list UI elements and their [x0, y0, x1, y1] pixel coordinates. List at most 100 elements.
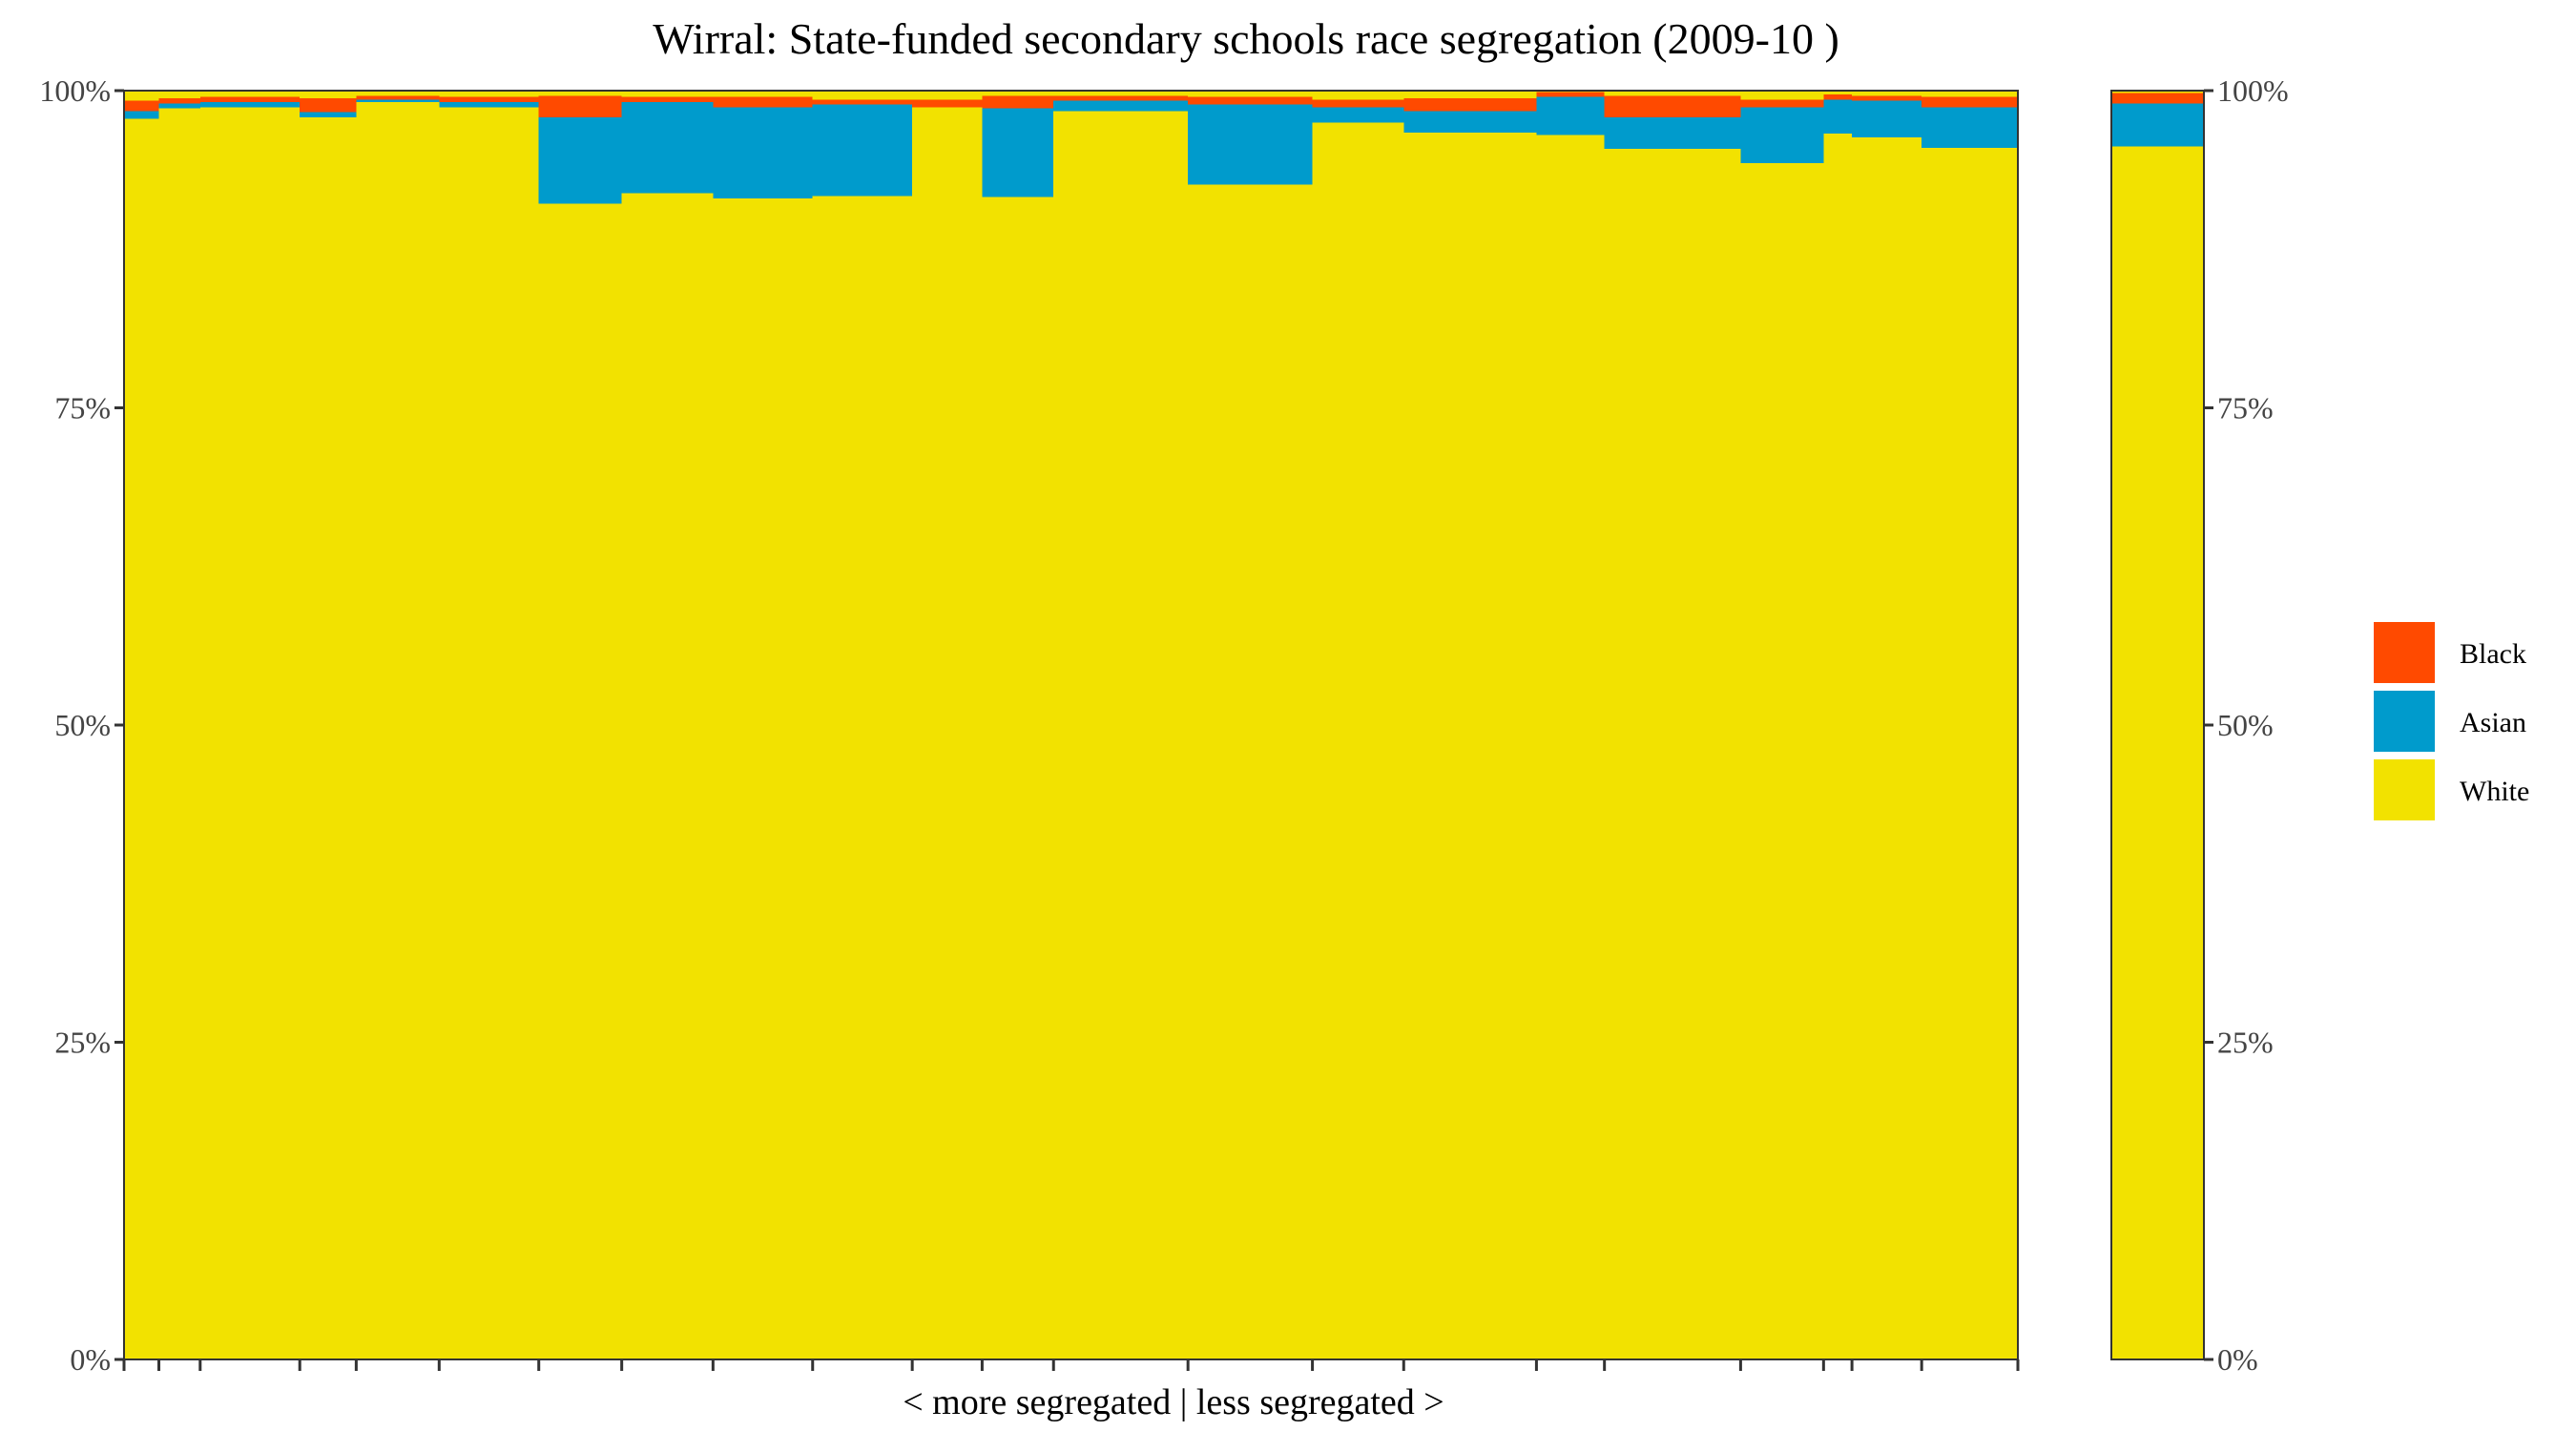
bar-segment-white-5	[439, 107, 540, 1359]
bar-segment-white-8	[713, 198, 814, 1359]
bar-segment-white-20	[1852, 137, 1922, 1360]
bar-segment-asian-1	[158, 103, 201, 109]
bar-segment-other-overall	[2111, 91, 2204, 93]
bar-segment-other-3	[300, 91, 357, 98]
bar-segment-asian-8	[713, 107, 814, 199]
bar-segment-asian-overall	[2111, 103, 2204, 147]
bar-segment-asian-3	[300, 112, 357, 117]
bar-segment-other-21	[1922, 91, 2019, 97]
bar-segment-asian-5	[439, 101, 540, 108]
bar-segment-black-16	[1536, 92, 1606, 97]
x-axis-label: < more segregated | less segregated >	[903, 1382, 1444, 1422]
bar-segment-black-3	[300, 97, 357, 113]
bar-segment-black-5	[439, 96, 540, 102]
bar-segment-other-20	[1852, 91, 1922, 96]
bar-segment-other-7	[621, 91, 714, 97]
bar-segment-asian-6	[538, 116, 623, 204]
bar-segment-asian-11	[982, 108, 1054, 197]
y-tick-label-left: 50%	[54, 708, 111, 742]
bar-segment-asian-4	[356, 99, 440, 102]
bar-segment-other-13	[1188, 91, 1314, 97]
bar-segment-asian-12	[1053, 100, 1189, 112]
bar-segment-black-4	[356, 95, 440, 100]
y-tick-label-right: 50%	[2217, 708, 2274, 742]
bar-segment-black-10	[912, 99, 983, 108]
bar-segment-other-0	[124, 91, 160, 101]
bar-segment-white-7	[621, 193, 714, 1360]
bar-segment-asian-0	[124, 111, 160, 119]
chart-title: Wirral: State-funded secondary schools r…	[653, 14, 1839, 63]
bar-segment-white-1	[158, 108, 201, 1360]
y-tick-label-right: 75%	[2217, 391, 2274, 425]
bar-segment-white-12	[1053, 111, 1189, 1359]
bar-segment-other-14	[1312, 91, 1404, 100]
bar-segment-black-7	[621, 96, 714, 102]
bar-segment-black-6	[538, 95, 623, 117]
y-axis-right: 0% 25% 50% 75% 100%	[2217, 73, 2289, 1377]
bar-segment-white-14	[1312, 122, 1404, 1359]
bar-segment-other-4	[356, 91, 440, 96]
bar-segment-black-21	[1922, 96, 2019, 108]
y-tick-label-right: 100%	[2217, 73, 2289, 108]
y-axis-left: 0% 25% 50% 75% 100%	[39, 73, 111, 1377]
bar-segment-asian-14	[1312, 107, 1404, 123]
bar-segment-black-19	[1823, 93, 1853, 100]
y-tick-label-left: 100%	[39, 73, 111, 108]
bar-segment-other-1	[158, 91, 201, 98]
bar-segment-black-12	[1053, 95, 1189, 101]
bar-segment-white-16	[1536, 135, 1606, 1359]
bar-segment-black-15	[1403, 97, 1537, 112]
bar-segment-black-17	[1604, 95, 1741, 117]
bar-segment-white-19	[1823, 134, 1853, 1360]
legend-swatch-white	[2374, 759, 2435, 820]
bar-segment-asian-17	[1604, 116, 1741, 150]
legend-label-black: Black	[2460, 638, 2526, 670]
bar-segment-asian-13	[1188, 104, 1314, 185]
bar-segment-white-3	[300, 116, 357, 1359]
bar-segment-asian-16	[1536, 96, 1606, 135]
bar-segment-white-10	[912, 107, 983, 1359]
bar-segment-asian-19	[1823, 99, 1853, 135]
y-tick-label-right: 0%	[2217, 1342, 2258, 1377]
bar-segment-other-11	[982, 91, 1054, 96]
legend-label-asian: Asian	[2460, 707, 2526, 738]
bar-segment-asian-7	[621, 101, 714, 194]
bar-segment-white-2	[199, 107, 301, 1359]
legend-label-white: White	[2460, 776, 2529, 807]
bar-segment-other-5	[439, 91, 540, 97]
bar-segment-other-18	[1740, 91, 1824, 100]
bar-segment-white-overall	[2111, 146, 2204, 1359]
bar-segment-other-10	[912, 91, 983, 100]
legend-swatch-asian	[2374, 691, 2435, 752]
legend: Black Asian White	[2374, 622, 2529, 820]
bar-segment-white-13	[1188, 184, 1314, 1359]
bar-segment-black-9	[812, 99, 913, 105]
bar-segment-asian-9	[812, 104, 913, 197]
bar-segment-white-9	[812, 196, 913, 1359]
overall-bar	[2111, 91, 2204, 1359]
bar-segment-asian-2	[199, 101, 301, 108]
bar-segment-other-2	[199, 91, 301, 97]
bar-segment-white-4	[356, 101, 440, 1360]
bar-segment-white-18	[1740, 162, 1824, 1359]
bar-segment-black-0	[124, 100, 160, 112]
bar-segment-white-17	[1604, 149, 1741, 1360]
bar-segment-other-19	[1823, 91, 1853, 94]
y-tick-label-left: 25%	[54, 1026, 111, 1060]
bar-segment-asian-18	[1740, 107, 1824, 163]
bar-segment-white-15	[1403, 132, 1537, 1359]
y-tick-label-left: 75%	[54, 391, 111, 425]
bar-segment-asian-15	[1403, 111, 1537, 133]
bar-segment-white-6	[538, 203, 623, 1359]
bar-segment-other-6	[538, 91, 623, 96]
bar-segment-black-14	[1312, 99, 1404, 108]
bar-segment-black-11	[982, 95, 1054, 109]
bar-segment-black-1	[158, 97, 201, 104]
legend-swatch-black	[2374, 622, 2435, 683]
y-tick-label-left: 0%	[70, 1342, 111, 1377]
bar-segment-white-0	[124, 118, 160, 1359]
bar-segment-asian-20	[1852, 100, 1922, 138]
y-tick-label-right: 25%	[2217, 1026, 2274, 1060]
bar-segment-other-12	[1053, 91, 1189, 96]
bar-segment-asian-21	[1922, 107, 2019, 148]
